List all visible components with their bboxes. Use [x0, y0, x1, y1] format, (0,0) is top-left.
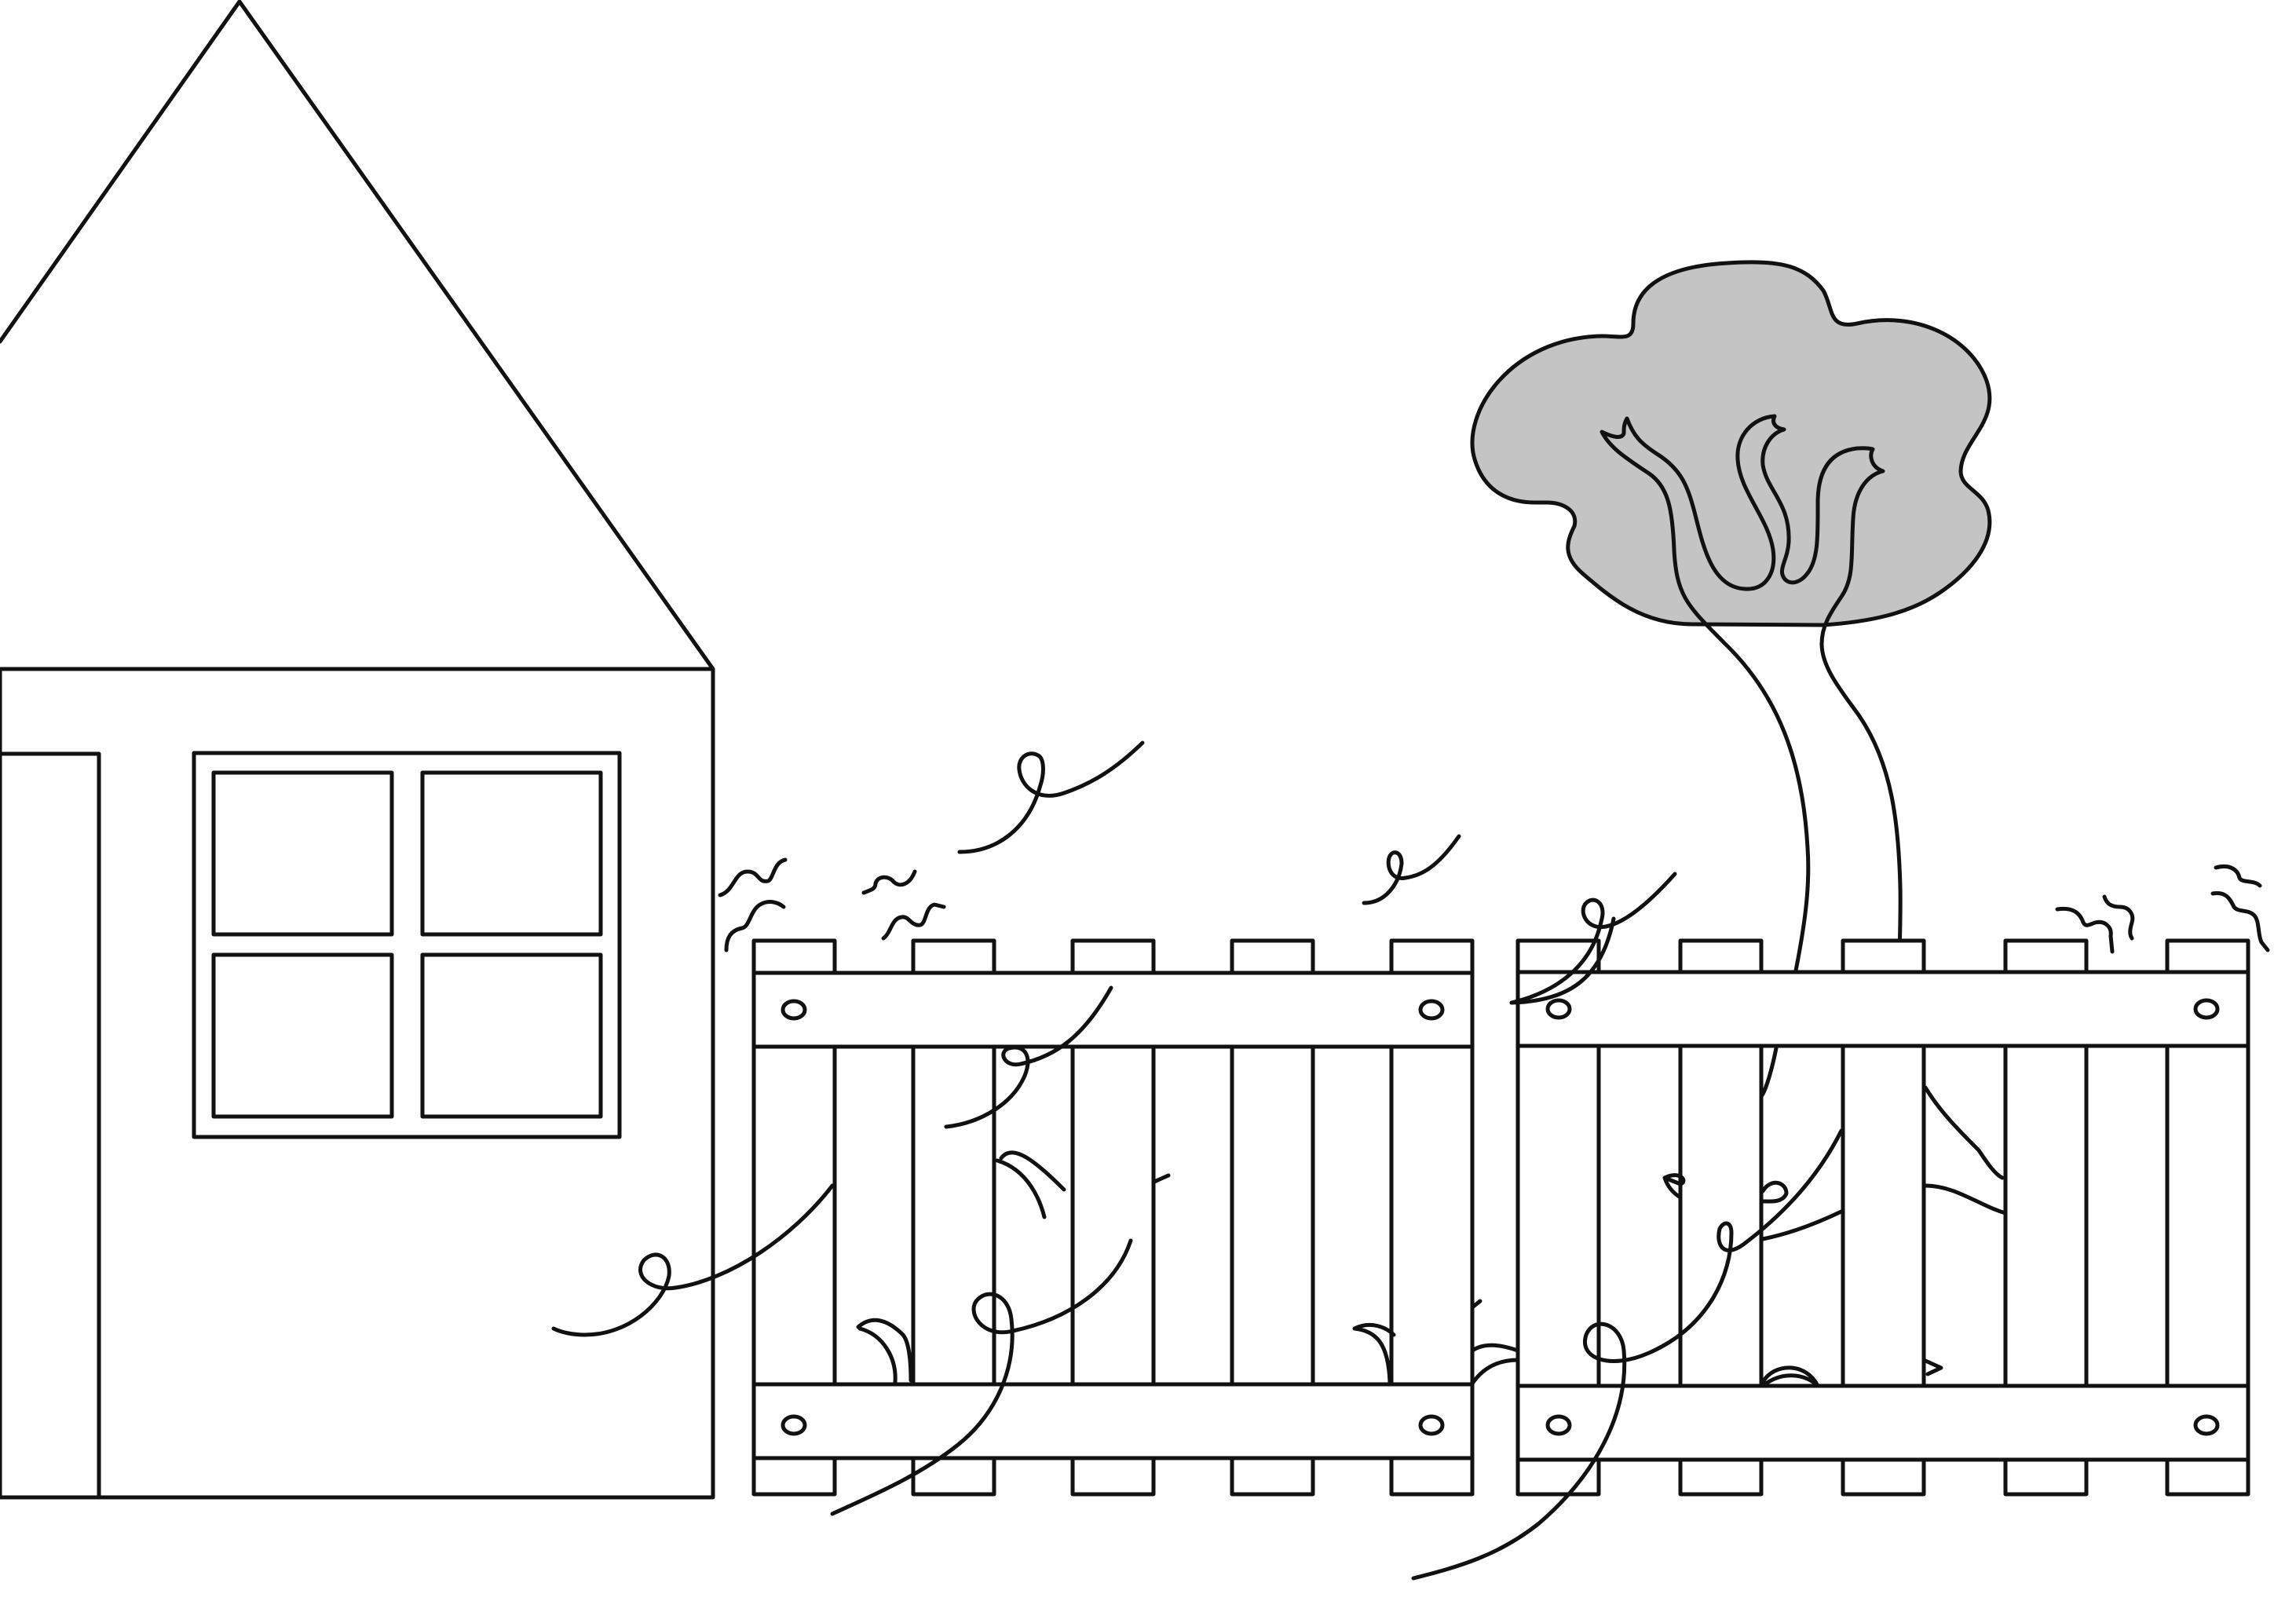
- vine: [1470, 1343, 1520, 1386]
- left-fence-top-rail: [751, 971, 1475, 1049]
- house-window: [192, 751, 622, 1139]
- window-pane-bottom-left: [211, 952, 394, 1119]
- vine: [999, 1150, 1066, 1192]
- wind-squiggle: [2210, 890, 2270, 952]
- vine: [1923, 1358, 1943, 1376]
- wind-squiggle: [2214, 865, 2262, 888]
- wind-squiggle: [2055, 906, 2115, 954]
- house-door: [0, 751, 101, 1500]
- wind-swirl: [1362, 834, 1461, 905]
- house-wall: [0, 667, 715, 1500]
- wind-squiggle: [881, 902, 946, 941]
- right-fence-panel: [1515, 938, 2250, 1497]
- vine: [856, 1318, 913, 1383]
- bolt: [1418, 999, 1445, 1021]
- bolts: [1545, 998, 2220, 1436]
- bolt: [781, 999, 807, 1021]
- left-fence-panel: [751, 938, 1475, 1497]
- vine: [1760, 1208, 1845, 1241]
- window-frame: [192, 751, 622, 1139]
- vine: [1760, 1181, 1789, 1204]
- window-pane-top-right: [420, 770, 603, 937]
- vine: [1352, 1323, 1396, 1384]
- wind-squiggle: [718, 857, 788, 897]
- vine: [1923, 1183, 2008, 1215]
- vine: [1662, 1173, 1686, 1200]
- window-pane-top-left: [211, 770, 394, 937]
- vine: [1509, 916, 1616, 1005]
- window-pane-bottom-right: [420, 952, 603, 1119]
- right-fence-top-rail: [1515, 970, 2250, 1048]
- tree-trunk-through-fence: [1760, 1046, 1779, 1098]
- bolt: [1545, 998, 1572, 1020]
- tree-canopy: [1470, 260, 1992, 627]
- wind-squiggle: [724, 900, 786, 952]
- vine: [857, 1326, 898, 1384]
- vine: [1411, 1128, 1844, 1581]
- vine: [1923, 1085, 2005, 1180]
- bolts: [781, 999, 1445, 1436]
- wind-swirls: [718, 740, 2270, 1005]
- right-fence-bottom-rail: [1515, 1384, 2250, 1462]
- wind-squiggle: [2102, 894, 2135, 941]
- vine: [830, 1238, 1133, 1516]
- vine: [1470, 1299, 1483, 1310]
- tree-trunk-left: [1600, 414, 1903, 992]
- bolt: [781, 1414, 807, 1436]
- vine: [944, 985, 1113, 1129]
- vine: [995, 1158, 1047, 1219]
- house: [0, 0, 715, 1500]
- vine: [1760, 1365, 1820, 1388]
- vine: [1152, 1173, 1171, 1184]
- vines: [551, 916, 2008, 1581]
- vine: [551, 1183, 835, 1337]
- wind-swirl: [957, 740, 1145, 854]
- bolt: [2193, 1414, 2220, 1436]
- bolt: [1418, 1414, 1445, 1436]
- house-roof: [0, 0, 715, 671]
- wind-swirl: [1509, 872, 1677, 1005]
- tree: [1470, 260, 1992, 992]
- tree-trunk-segment: [1760, 1046, 1779, 1098]
- wind-squiggle: [861, 869, 917, 895]
- bolt: [2193, 998, 2220, 1020]
- bolt: [1545, 1414, 1572, 1436]
- left-fence-bottom-rail: [751, 1382, 1475, 1460]
